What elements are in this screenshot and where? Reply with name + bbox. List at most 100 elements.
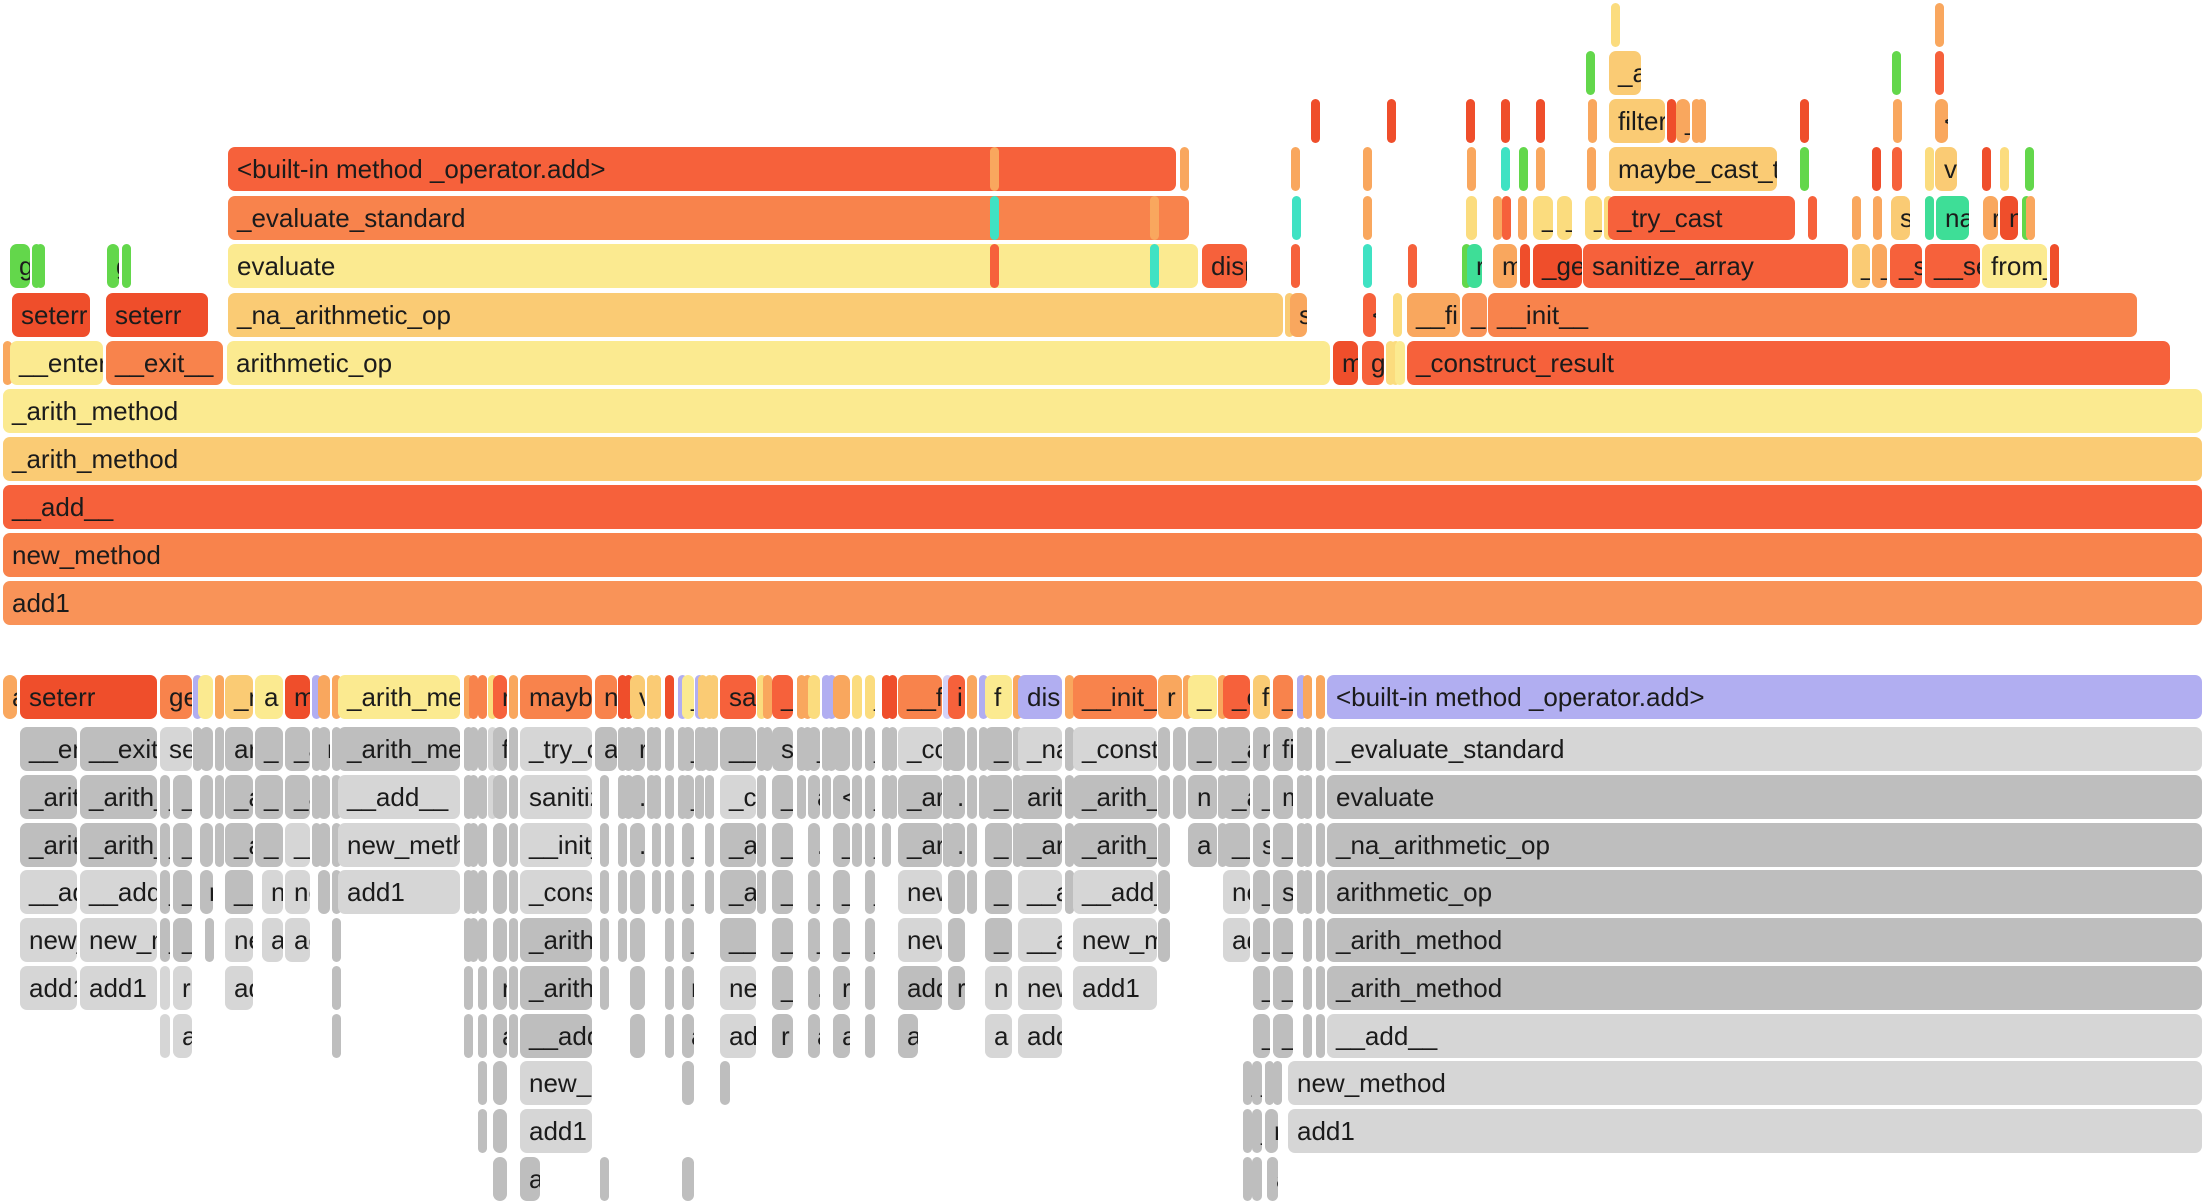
frame-s[interactable]: s <box>1290 293 1307 337</box>
frame-bar[interactable] <box>509 918 518 962</box>
frame-f[interactable]: f <box>1253 675 1270 719</box>
frame-__exit__[interactable]: __exit__ <box>80 727 157 771</box>
frame-new_method[interactable]: new_method <box>338 823 460 867</box>
frame-bar[interactable] <box>1158 870 1170 914</box>
frame-bar[interactable] <box>318 870 330 914</box>
frame-_[interactable]: _ <box>985 870 1012 914</box>
frame-bar[interactable] <box>827 727 836 771</box>
frame-bar[interactable] <box>1667 99 1676 143</box>
frame-bar[interactable] <box>695 775 704 819</box>
frame-bar[interactable] <box>943 727 952 771</box>
frame-bar[interactable] <box>1363 244 1372 288</box>
frame-bar[interactable] <box>797 775 806 819</box>
frame-bar[interactable] <box>478 966 487 1010</box>
frame-bar[interactable] <box>833 727 850 771</box>
frame-_ge[interactable]: _ge <box>1533 244 1582 288</box>
frame-_evaluate_standard[interactable]: _evaluate_standard <box>228 196 1189 240</box>
frame-arithmetic_op[interactable]: arithmetic_op <box>1018 775 1062 819</box>
frame-bar[interactable] <box>1303 675 1312 719</box>
frame-_[interactable]: _ <box>1253 966 1270 1010</box>
frame-bar[interactable] <box>1393 293 1402 337</box>
frame-bar[interactable] <box>36 244 45 288</box>
frame-bar[interactable] <box>967 823 977 867</box>
frame-_[interactable]: _ <box>682 775 694 819</box>
frame-_[interactable]: _ <box>808 918 820 962</box>
frame-_[interactable]: _ <box>985 775 1012 819</box>
frame-bar[interactable] <box>888 727 897 771</box>
frame-__add__[interactable]: __add__ <box>338 775 460 819</box>
frame-bar[interactable] <box>852 775 862 819</box>
frame-_arith_method[interactable]: _arith_method <box>898 775 942 819</box>
frame-_arith_method[interactable]: _arith_method <box>1073 823 1157 867</box>
frame-r[interactable]: r <box>630 727 645 771</box>
frame-bar[interactable] <box>332 966 341 1010</box>
frame-bar[interactable] <box>852 675 862 719</box>
frame-s[interactable]: s <box>1253 823 1270 867</box>
frame-bar[interactable] <box>2026 196 2035 240</box>
frame-bar[interactable] <box>647 727 656 771</box>
frame-maybe_cast_to[interactable]: maybe_cast_to <box>520 675 592 719</box>
frame-_[interactable]: _ <box>772 775 793 819</box>
frame-bar[interactable] <box>1158 775 1170 819</box>
frame-_[interactable]: _ <box>772 675 793 719</box>
frame-_[interactable]: _ <box>255 823 283 867</box>
frame-add1[interactable]: add1 <box>720 1014 756 1058</box>
frame-bar[interactable] <box>1800 99 1809 143</box>
frame-bar[interactable] <box>1893 99 1902 143</box>
frame-bar[interactable] <box>1316 823 1325 867</box>
frame-s[interactable]: s <box>1891 196 1910 240</box>
frame-bar[interactable] <box>332 918 341 962</box>
frame-bar[interactable] <box>948 918 965 962</box>
frame-_[interactable]: _ <box>255 727 283 771</box>
frame-seterr[interactable]: seterr <box>106 293 208 337</box>
frame-bar[interactable] <box>757 675 766 719</box>
frame-_arith_method[interactable]: _arith_method <box>225 775 253 819</box>
frame-bar[interactable] <box>1536 147 1545 191</box>
frame-bar[interactable] <box>652 823 661 867</box>
frame-_try_cast[interactable]: _try_cast <box>520 727 592 771</box>
frame-bar[interactable] <box>215 823 224 867</box>
frame-bar[interactable] <box>682 1157 694 1201</box>
frame-_arith_method[interactable]: _arith_method <box>80 775 157 819</box>
frame-bar[interactable] <box>478 775 487 819</box>
frame-bar[interactable] <box>1013 823 1022 867</box>
frame-bar[interactable] <box>1501 147 1510 191</box>
frame-m[interactable]: m <box>1493 244 1517 288</box>
frame-bar[interactable] <box>1697 99 1706 143</box>
frame-_[interactable]: _ <box>160 775 170 819</box>
frame-_[interactable]: _ <box>865 918 875 962</box>
frame-bar[interactable] <box>1316 918 1325 962</box>
frame-__init__[interactable]: __init__ <box>1488 293 2137 337</box>
frame-a[interactable]: a <box>262 918 283 962</box>
frame-bar[interactable] <box>1311 99 1320 143</box>
frame-bar[interactable] <box>488 775 497 819</box>
frame-bar[interactable] <box>600 775 609 819</box>
frame-g[interactable]: g <box>1362 341 1384 385</box>
frame-bar[interactable] <box>1316 1014 1325 1058</box>
frame-bar[interactable] <box>488 727 497 771</box>
frame-bar[interactable] <box>943 675 952 719</box>
frame-bar[interactable] <box>618 918 627 962</box>
frame-bar[interactable] <box>647 675 656 719</box>
frame-bar[interactable] <box>763 727 772 771</box>
frame-bar[interactable] <box>652 870 661 914</box>
frame-_[interactable]: _ <box>1557 196 1572 240</box>
frame-a[interactable]: a <box>160 1014 170 1058</box>
frame-n[interactable]: n <box>1188 775 1217 819</box>
frame-maybe_cast_to[interactable]: maybe_cast_to <box>1609 147 1777 191</box>
frame-__add__[interactable]: __add__ <box>285 823 310 867</box>
frame-bar[interactable] <box>493 918 507 962</box>
frame-.[interactable]: . <box>948 823 965 867</box>
frame-bar[interactable] <box>852 727 862 771</box>
frame-bar[interactable] <box>882 823 891 867</box>
frame-bar[interactable] <box>464 870 473 914</box>
frame-.[interactable]: . <box>948 775 965 819</box>
frame-bar[interactable] <box>698 727 707 771</box>
frame-bar[interactable] <box>478 675 487 719</box>
frame-_arith_method[interactable]: _arith_method <box>20 775 77 819</box>
frame-bar[interactable] <box>1892 147 1902 191</box>
frame-_[interactable]: _ <box>808 727 820 771</box>
frame-fi[interactable]: fi <box>1273 727 1293 771</box>
frame-v[interactable]: v <box>1935 147 1957 191</box>
frame-add1[interactable]: add1 <box>285 918 310 962</box>
